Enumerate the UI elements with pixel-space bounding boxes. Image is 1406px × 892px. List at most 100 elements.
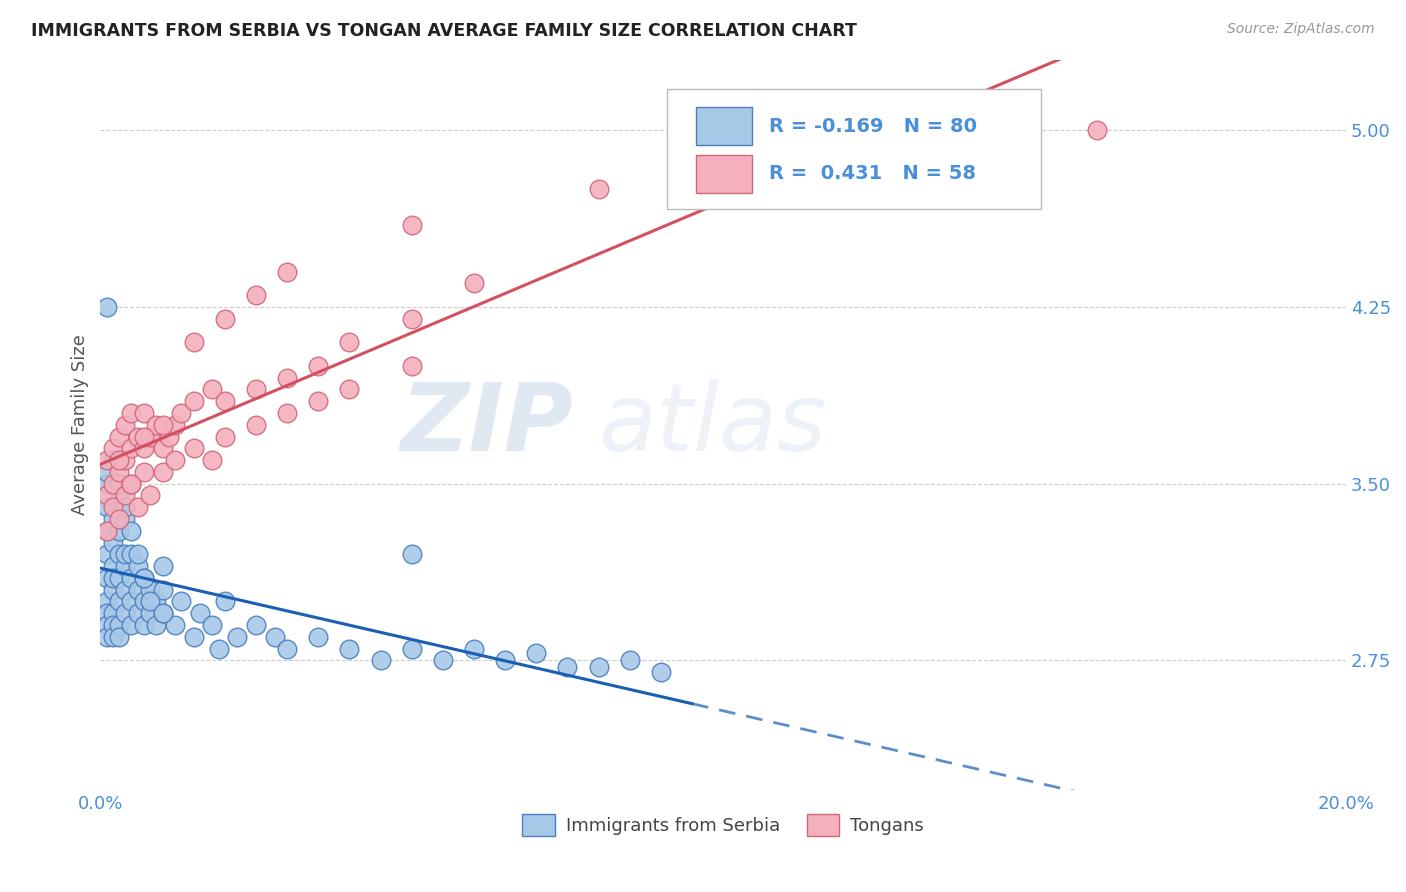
Text: R = -0.169   N = 80: R = -0.169 N = 80 [769,117,977,136]
Point [588,182,610,196]
Point [837,159,859,173]
Point [114,559,136,574]
Bar [696,107,752,145]
Point [101,442,124,456]
Point [170,406,193,420]
Point [145,594,167,608]
Point [245,417,267,432]
Point [401,311,423,326]
Point [101,512,124,526]
Point [114,453,136,467]
Point [139,606,162,620]
Point [276,265,298,279]
Point [401,641,423,656]
Point [165,453,187,467]
Point [139,429,162,443]
Point [307,359,329,373]
Point [183,335,205,350]
Point [96,453,118,467]
Point [139,594,162,608]
Point [183,442,205,456]
Point [370,653,392,667]
Text: ZIP: ZIP [401,379,574,471]
Point [1085,123,1108,137]
Text: Source: ZipAtlas.com: Source: ZipAtlas.com [1227,22,1375,37]
Point [96,618,118,632]
Bar [696,154,752,193]
Point [201,383,224,397]
Point [101,630,124,644]
Point [183,630,205,644]
Point [276,641,298,656]
Legend: Immigrants from Serbia, Tongans: Immigrants from Serbia, Tongans [522,814,924,836]
Point [165,618,187,632]
Point [101,571,124,585]
FancyBboxPatch shape [666,89,1040,210]
Point [114,547,136,561]
Point [101,500,124,515]
Point [127,559,149,574]
Point [114,417,136,432]
Point [121,571,143,585]
Point [463,641,485,656]
Point [114,606,136,620]
Point [152,559,174,574]
Point [276,370,298,384]
Point [114,488,136,502]
Point [101,535,124,549]
Point [101,618,124,632]
Point [132,594,155,608]
Point [108,524,131,538]
Point [101,559,124,574]
Point [339,641,361,656]
Point [108,547,131,561]
Point [463,277,485,291]
Point [132,618,155,632]
Point [245,288,267,302]
Point [108,618,131,632]
Point [96,300,118,314]
Point [121,547,143,561]
Point [339,383,361,397]
Point [245,618,267,632]
Point [121,524,143,538]
Point [96,465,118,479]
Point [152,465,174,479]
Text: IMMIGRANTS FROM SERBIA VS TONGAN AVERAGE FAMILY SIZE CORRELATION CHART: IMMIGRANTS FROM SERBIA VS TONGAN AVERAGE… [31,22,856,40]
Point [108,465,131,479]
Text: R =  0.431   N = 58: R = 0.431 N = 58 [769,164,976,183]
Point [183,394,205,409]
Point [121,476,143,491]
Point [108,488,131,502]
Point [96,524,118,538]
Point [121,406,143,420]
Point [145,417,167,432]
Point [145,618,167,632]
Point [96,476,118,491]
Point [214,429,236,443]
Point [108,453,131,467]
Point [101,453,124,467]
Point [276,406,298,420]
Point [650,665,672,680]
Point [101,476,124,491]
Point [114,500,136,515]
Point [557,660,579,674]
Point [619,653,641,667]
Point [170,594,193,608]
Point [121,618,143,632]
Point [401,547,423,561]
Point [127,500,149,515]
Point [96,594,118,608]
Point [121,594,143,608]
Point [188,606,211,620]
Point [101,582,124,597]
Point [132,442,155,456]
Point [108,429,131,443]
Point [96,524,118,538]
Point [127,547,149,561]
Point [152,582,174,597]
Point [157,429,180,443]
Point [108,594,131,608]
Point [132,429,155,443]
